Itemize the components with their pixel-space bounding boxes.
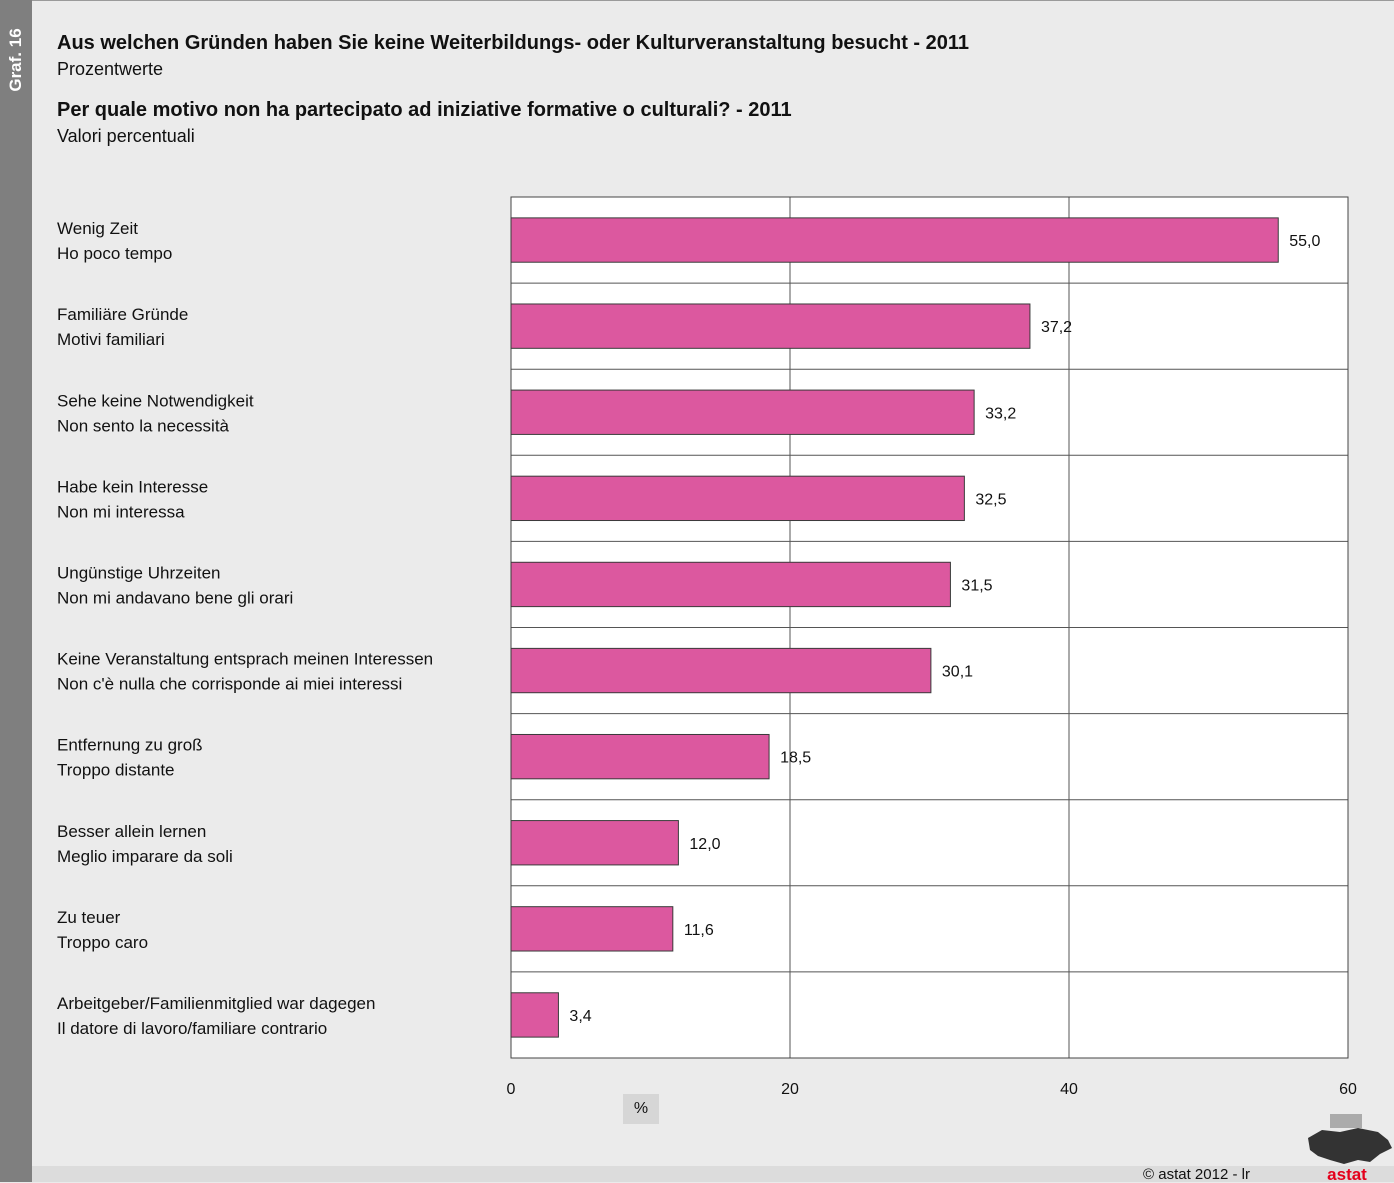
category-label-de: Wenig Zeit	[57, 219, 138, 238]
bar	[510, 647, 932, 694]
category-label-it: Troppo distante	[57, 761, 175, 780]
bar-value-label: 30,1	[942, 664, 973, 681]
bar-value-label: 11,6	[684, 922, 714, 939]
copyright: © astat 2012 - lr	[1143, 1166, 1250, 1183]
bar-value-label: 31,5	[961, 577, 992, 594]
category-label-it: Non mi andavano bene gli orari	[57, 588, 293, 607]
category-label-de: Zu teuer	[57, 908, 121, 927]
bar	[510, 906, 674, 952]
category-label-it: Motivi familiari	[57, 330, 165, 349]
bar	[510, 475, 965, 522]
category-label-de: Familiäre Gründe	[57, 305, 188, 324]
frame-top-border	[32, 0, 1394, 1]
category-label-it: Non c'è nulla che corrisponde ai miei in…	[57, 675, 402, 694]
x-tick-label: 20	[781, 1081, 799, 1098]
category-label-it: Non mi interessa	[57, 502, 185, 521]
side-strip	[0, 0, 32, 1182]
category-label-it: Meglio imparare da soli	[57, 847, 233, 866]
unit-label: %	[623, 1094, 659, 1124]
x-tick-label: 40	[1060, 1081, 1078, 1098]
category-label-de: Habe kein Interesse	[57, 477, 208, 496]
category-label-de: Besser allein lernen	[57, 822, 206, 841]
bar	[510, 389, 975, 435]
category-label-de: Arbeitgeber/Familienmitglied war dagegen	[57, 994, 375, 1013]
bar-value-label: 55,0	[1289, 233, 1320, 250]
copyright-text: astat 2012 - lr	[1158, 1166, 1250, 1183]
category-label-it: Ho poco tempo	[57, 244, 172, 263]
logo-text: astat	[1327, 1165, 1367, 1182]
bar-value-label: 33,2	[985, 405, 1016, 422]
bar-value-label: 37,2	[1041, 319, 1072, 336]
category-label-it: Non sento la necessità	[57, 416, 230, 435]
bar-value-label: 18,5	[780, 750, 811, 767]
copyright-symbol: ©	[1143, 1166, 1155, 1183]
bar	[510, 733, 770, 780]
x-tick-label: 60	[1339, 1081, 1357, 1098]
bar	[510, 992, 559, 1038]
bar	[510, 303, 1031, 349]
bar	[510, 820, 679, 866]
bar-value-label: 32,5	[975, 491, 1006, 508]
category-label-de: Ungünstige Uhrzeiten	[57, 563, 220, 582]
category-label-it: Il datore di lavoro/familiare contrario	[57, 1019, 327, 1038]
category-label-it: Troppo caro	[57, 933, 148, 952]
plot-border	[510, 196, 1349, 1059]
bar	[510, 561, 951, 608]
category-label-de: Entfernung zu groß	[57, 736, 203, 755]
bar-value-label: 12,0	[689, 836, 720, 853]
category-label-de: Keine Veranstaltung entsprach meinen Int…	[57, 650, 433, 669]
bar-value-label: 3,4	[569, 1008, 591, 1025]
astat-logo: astat	[1308, 1114, 1392, 1182]
category-label-de: Sehe keine Notwendigkeit	[57, 391, 254, 410]
chart-title-de: Aus welchen Gründen haben Sie keine Weit…	[57, 32, 970, 54]
chart-title-it: Per quale motivo non ha partecipato ad i…	[57, 99, 792, 121]
x-tick-label: 0	[507, 1081, 516, 1098]
chart-subtitle-it: Valori percentuali	[57, 126, 195, 146]
chart-subtitle-de: Prozentwerte	[57, 59, 164, 79]
bar	[510, 217, 1279, 263]
footer-band	[32, 1166, 1394, 1182]
